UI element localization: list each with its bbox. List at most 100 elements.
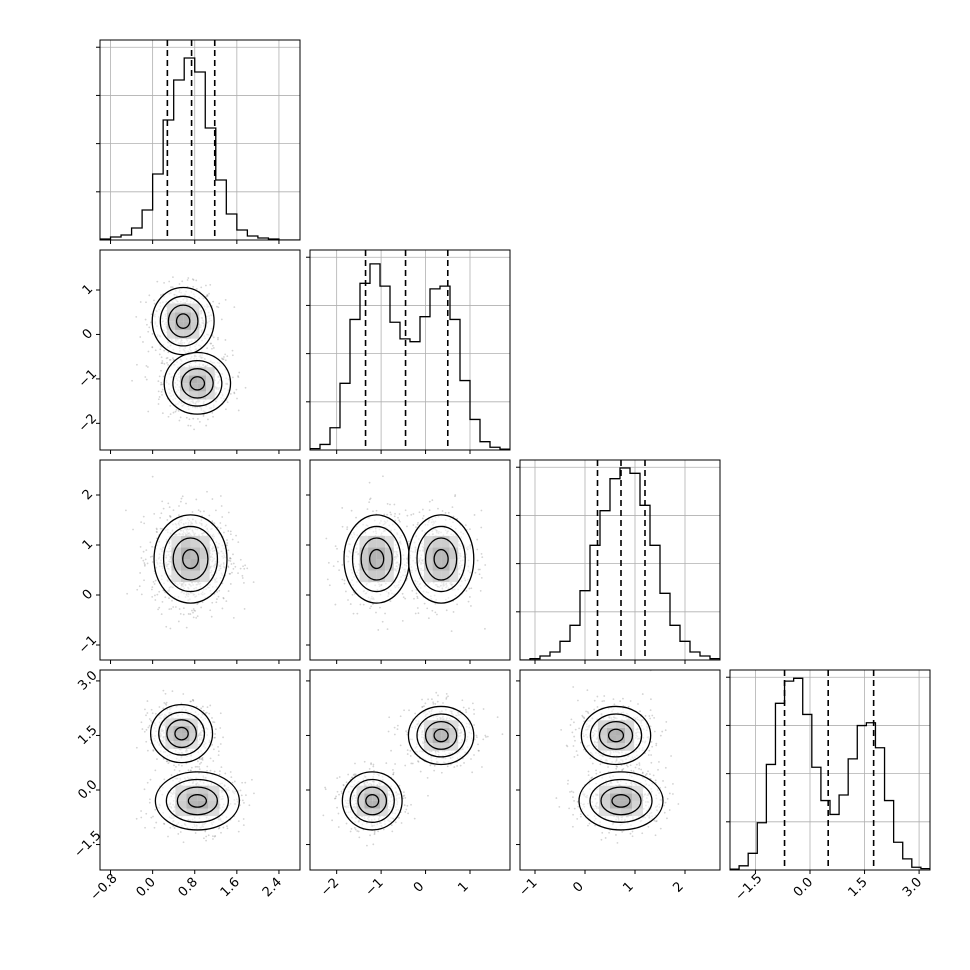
sample-points <box>322 691 504 847</box>
x-tick-label: 1.5 <box>845 875 870 900</box>
panel-frame <box>99 669 301 871</box>
contours <box>341 705 475 831</box>
panel-2d-3-0: 3.01.50.0−1.5−0.8 0.0 0.8 1.6 2.4 <box>72 668 301 904</box>
panel-2d-2-0: 2 1 0 −1 <box>76 459 301 664</box>
x-tick-label: 0.8 <box>176 875 201 900</box>
contours <box>151 286 232 415</box>
panel-frame <box>99 459 301 661</box>
panel-hist-3-3: −1.5 0.0 1.5 3.0 <box>726 669 931 904</box>
contour <box>167 304 199 338</box>
contour <box>607 728 625 743</box>
panel-frame <box>519 459 721 661</box>
contour <box>578 771 664 831</box>
contours <box>149 703 241 831</box>
x-tick-label: 0.0 <box>134 875 159 900</box>
panel-hist-0-0 <box>96 39 301 244</box>
x-tick-label: −1.5 <box>733 871 766 904</box>
contour <box>349 778 395 823</box>
contour <box>369 548 385 570</box>
contour <box>416 713 466 758</box>
contour <box>611 794 631 808</box>
panel-frame <box>99 249 301 451</box>
panel-frame <box>729 669 931 871</box>
contour <box>341 771 403 831</box>
contour <box>174 726 189 741</box>
contour <box>433 548 449 570</box>
panel-frame <box>309 459 511 661</box>
panel-hist-1-1 <box>306 249 511 454</box>
panel-2d-3-2: −1 0 1 2 <box>516 669 721 900</box>
x-tick-label: −0.8 <box>88 871 121 904</box>
panel-frame <box>519 669 721 871</box>
contour <box>365 794 380 808</box>
x-tick-label: 1 <box>620 879 636 895</box>
contour <box>163 351 232 415</box>
x-tick-label: −2 <box>318 875 342 899</box>
contour <box>153 514 228 604</box>
contour <box>151 286 215 356</box>
y-tick-label: 0 <box>80 587 96 603</box>
x-tick-label: 1.6 <box>218 875 243 900</box>
contour <box>182 548 199 570</box>
y-tick-label: 0 <box>80 326 96 342</box>
contour <box>159 295 207 347</box>
histogram-step <box>100 57 300 240</box>
x-tick-label: 0 <box>570 879 586 895</box>
panel-2d-3-1: −2 −1 0 1 <box>306 669 511 900</box>
y-tick-label: 1 <box>80 537 96 553</box>
contour <box>189 376 206 391</box>
contour <box>180 368 214 399</box>
contour <box>175 313 191 329</box>
contour <box>357 786 388 816</box>
panel-frame <box>99 39 301 241</box>
contour <box>176 786 219 816</box>
contour <box>424 537 458 581</box>
contours <box>153 514 228 604</box>
contour <box>172 359 223 407</box>
contour <box>433 728 449 743</box>
contours <box>343 514 475 604</box>
y-tick-label: 3.0 <box>75 668 100 693</box>
contour <box>165 778 230 823</box>
contour <box>154 771 241 831</box>
y-tick-label: −1 <box>76 633 100 657</box>
contour <box>172 537 209 581</box>
x-tick-label: 0 <box>411 879 427 895</box>
panel-frame <box>309 669 511 871</box>
contour <box>187 794 208 808</box>
contour <box>600 786 642 816</box>
contour <box>162 525 219 593</box>
x-tick-label: 2 <box>670 879 686 895</box>
contour <box>149 703 214 764</box>
y-tick-label: −2 <box>76 411 100 435</box>
x-tick-label: −1 <box>363 875 387 899</box>
contour <box>166 719 197 749</box>
panel-2d-2-1 <box>306 459 511 664</box>
contour <box>343 514 410 604</box>
y-tick-label: −1 <box>76 367 100 391</box>
contour <box>158 711 206 756</box>
y-tick-label: 0.0 <box>75 777 100 802</box>
histogram-step <box>730 677 930 870</box>
contour <box>416 525 466 593</box>
contour <box>580 705 652 766</box>
x-tick-label: 0.0 <box>791 875 816 900</box>
contour <box>598 720 634 750</box>
panel-frame <box>309 249 511 451</box>
x-tick-label: −1 <box>516 875 540 899</box>
panel-2d-1-0: 1 0 −1 −2 <box>76 249 301 454</box>
contour <box>424 720 458 750</box>
contour <box>407 705 475 766</box>
panel-hist-2-2 <box>516 459 721 664</box>
contour <box>351 525 402 593</box>
x-tick-label: 1 <box>455 879 471 895</box>
contour <box>360 537 393 581</box>
y-tick-label: 1 <box>80 282 96 298</box>
contours <box>578 705 664 831</box>
x-tick-label: 3.0 <box>900 875 925 900</box>
y-tick-label: 1.5 <box>75 723 100 748</box>
contour <box>589 778 653 823</box>
contour <box>589 713 643 758</box>
y-tick-label: 2 <box>80 487 96 503</box>
